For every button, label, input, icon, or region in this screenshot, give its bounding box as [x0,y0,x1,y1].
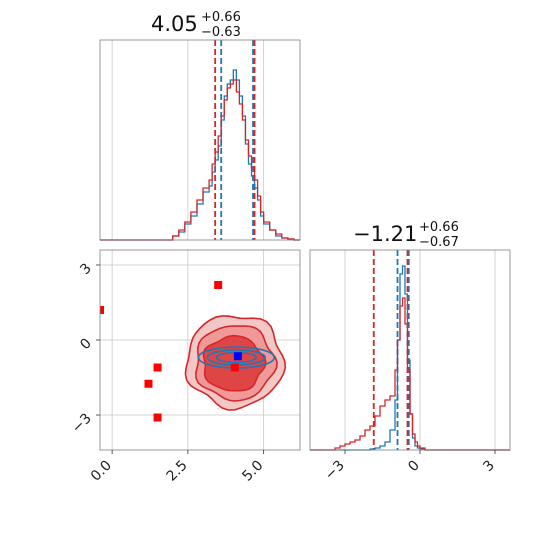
red-marker-1 [153,363,162,372]
blue-marker-0 [233,352,242,361]
ytick-label-0: −3 [69,411,95,437]
histogram-series-blue [100,69,300,241]
histograms-bottom-right [310,265,510,451]
histograms-top-left [100,69,300,241]
histogram-series-red [310,297,510,451]
title-value-top-left: 4.05 [151,12,198,36]
quantile-lines-bottom-right [372,250,410,450]
ticks-bottom-right: −3 0 3 [322,450,498,483]
histogram-panel-bottom-right: −3 0 3 −1.21 +0.66 −0.67 [309,220,511,483]
scatter-point [217,407,220,410]
xtick-label-0: −3 [322,458,348,484]
xtick-label-1: 0 [405,458,423,476]
title-minus-top-left: −0.63 [201,25,241,40]
grid-top-left [111,40,265,240]
title-plus-bottom-right: +0.66 [419,220,459,235]
xtick-label-2: 5.0 [239,458,266,485]
red-marker-3 [153,413,162,422]
histogram-series-red [100,79,300,241]
xtick-label-0: 0.0 [88,458,115,485]
xtick-label-1: 2.5 [164,458,191,485]
ytick-label-1: 0 [77,336,95,354]
title-top-left: 4.05 +0.66 −0.63 [151,10,241,40]
red-marker-2 [144,379,153,388]
title-bottom-right: −1.21 +0.66 −0.67 [353,220,459,250]
red-marker-4 [230,363,239,372]
markers-bottom-left [100,281,242,422]
title-plus-top-left: +0.66 [201,10,241,25]
scatter-panel-bottom-left: 0.0 2.5 5.0 −3 0 3 [69,249,301,485]
xtick-label-2: 3 [480,458,498,476]
title-minus-bottom-right: −0.67 [419,235,459,250]
histogram-series-blue [310,265,510,451]
axes-frame-bottom-right [309,249,511,451]
red-marker-5 [100,306,104,314]
histogram-panel-top-left: 4.05 +0.66 −0.63 [99,10,301,241]
red-marker-0 [214,281,223,289]
grid-bottom-right [344,250,496,450]
contours-bottom-left [184,315,287,411]
ytick-label-2: 3 [77,261,95,279]
title-value-bottom-right: −1.21 [353,222,417,246]
axes-frame-bottom-left [99,249,301,451]
axes-frame-top-left [99,39,301,241]
